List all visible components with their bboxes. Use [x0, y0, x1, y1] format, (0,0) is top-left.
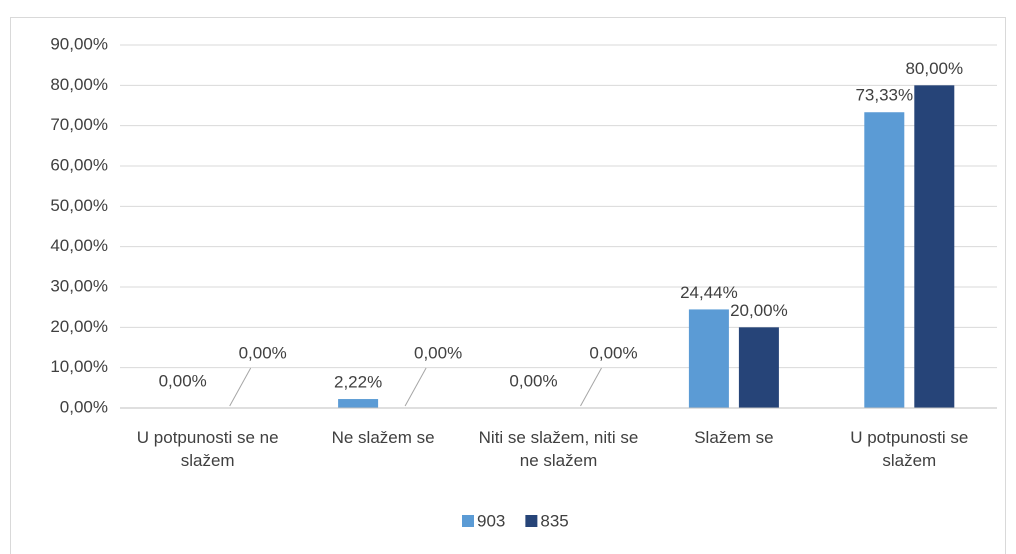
y-tick-label: 30,00% — [50, 276, 108, 295]
x-tick-label: Slažem se — [694, 428, 774, 447]
bar — [738, 327, 779, 408]
data-label: 2,22% — [334, 373, 382, 392]
legend-swatch — [525, 515, 538, 527]
y-tick-label: 10,00% — [50, 357, 108, 376]
legend-label: 903 — [477, 511, 505, 530]
leader-line — [404, 367, 427, 407]
data-label: 0,00% — [589, 343, 637, 362]
data-label: 20,00% — [730, 301, 788, 320]
y-tick-label: 0,00% — [60, 397, 108, 416]
bar — [864, 112, 905, 409]
data-label: 0,00% — [509, 371, 557, 390]
x-tick-label: Niti se slažem, niti se ne slažem — [478, 428, 639, 470]
y-tick-label: 20,00% — [50, 317, 108, 336]
x-tick-label: U potpunosti se ne slažem — [136, 428, 279, 470]
x-tick-label: U potpunosti se slažem — [850, 428, 969, 470]
data-label: 24,44% — [680, 283, 738, 302]
legend-swatch — [462, 515, 474, 527]
leader-line — [580, 367, 602, 407]
data-label: 0,00% — [159, 371, 207, 390]
y-tick-label: 40,00% — [50, 236, 108, 255]
legend-label: 835 — [540, 511, 568, 530]
bar — [688, 309, 729, 408]
y-tick-label: 60,00% — [50, 155, 108, 174]
bar — [914, 85, 955, 408]
bar — [338, 399, 379, 408]
leader-line — [229, 367, 252, 407]
y-tick-label: 70,00% — [50, 115, 108, 134]
x-tick-label: Ne slažem se — [331, 428, 435, 447]
y-tick-label: 80,00% — [50, 75, 108, 94]
y-tick-label: 50,00% — [50, 196, 108, 215]
data-label: 0,00% — [414, 343, 462, 362]
chart-border — [10, 17, 1006, 554]
y-tick-label: 90,00% — [50, 34, 108, 53]
data-label: 73,33% — [855, 86, 913, 105]
data-label: 80,00% — [905, 59, 963, 78]
data-label: 0,00% — [239, 343, 287, 362]
